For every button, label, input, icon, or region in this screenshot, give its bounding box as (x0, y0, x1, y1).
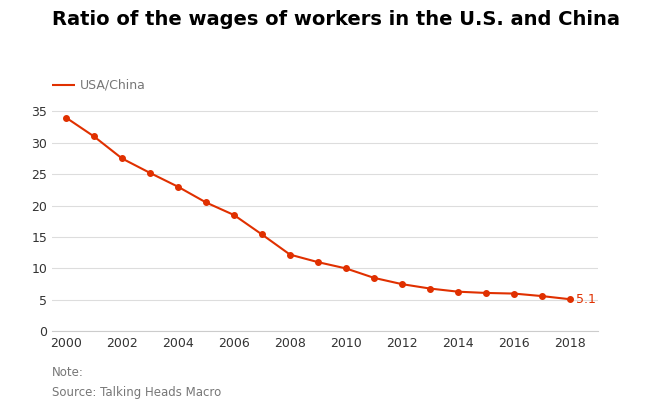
Text: USA/China: USA/China (80, 78, 146, 91)
Text: Source: Talking Heads Macro: Source: Talking Heads Macro (52, 386, 221, 399)
Text: Note:: Note: (52, 366, 84, 379)
Text: Ratio of the wages of workers in the U.S. and China: Ratio of the wages of workers in the U.S… (52, 10, 620, 29)
Text: 5.1: 5.1 (576, 293, 595, 306)
